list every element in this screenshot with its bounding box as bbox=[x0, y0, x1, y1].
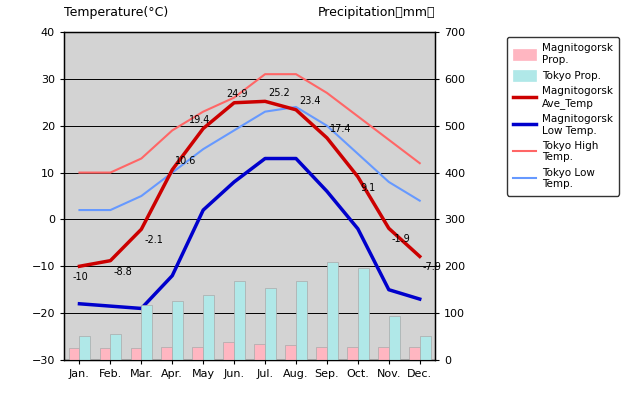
Text: -2.1: -2.1 bbox=[144, 235, 163, 245]
Bar bbox=[141, 305, 152, 360]
Bar bbox=[265, 288, 276, 360]
Text: Temperature(°C): Temperature(°C) bbox=[64, 6, 168, 19]
Text: -1.9: -1.9 bbox=[392, 234, 410, 244]
Bar bbox=[223, 342, 234, 360]
Bar bbox=[347, 347, 358, 360]
Text: -7.9: -7.9 bbox=[422, 262, 442, 272]
Text: -10: -10 bbox=[72, 272, 88, 282]
Bar bbox=[409, 347, 420, 360]
Bar bbox=[254, 344, 265, 360]
Text: Precipitation（mm）: Precipitation（mm） bbox=[317, 6, 435, 19]
Bar bbox=[316, 347, 327, 360]
Bar bbox=[193, 347, 204, 360]
Text: 9.1: 9.1 bbox=[361, 183, 376, 193]
Bar bbox=[131, 348, 141, 360]
Bar bbox=[110, 334, 121, 360]
Bar bbox=[388, 316, 399, 360]
Text: -8.8: -8.8 bbox=[113, 266, 132, 276]
Text: 10.6: 10.6 bbox=[175, 156, 196, 166]
Bar bbox=[204, 295, 214, 360]
Legend: Magnitogorsk
Prop., Tokyo Prop., Magnitogorsk
Ave_Temp, Magnitogorsk
Low Temp., : Magnitogorsk Prop., Tokyo Prop., Magnito… bbox=[508, 37, 619, 196]
Text: 19.4: 19.4 bbox=[189, 115, 211, 125]
Text: 17.4: 17.4 bbox=[330, 124, 351, 134]
Bar bbox=[79, 336, 90, 360]
Bar bbox=[68, 348, 79, 360]
Bar bbox=[285, 345, 296, 360]
Bar bbox=[327, 262, 338, 360]
Text: 25.2: 25.2 bbox=[268, 88, 289, 98]
Bar bbox=[161, 347, 172, 360]
Bar bbox=[234, 281, 245, 360]
Bar bbox=[378, 347, 388, 360]
Bar bbox=[100, 348, 110, 360]
Bar bbox=[296, 281, 307, 360]
Bar bbox=[358, 268, 369, 360]
Bar bbox=[420, 336, 431, 360]
Text: 24.9: 24.9 bbox=[226, 89, 247, 99]
Text: 23.4: 23.4 bbox=[299, 96, 320, 106]
Bar bbox=[172, 302, 183, 360]
